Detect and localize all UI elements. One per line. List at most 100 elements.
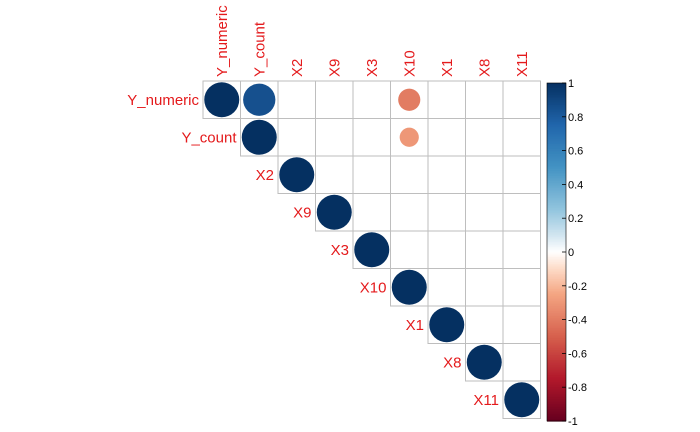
colorbar-segment: [547, 191, 566, 194]
colorbar-segment: [547, 209, 566, 213]
colorbar-segment: [547, 126, 566, 130]
colorbar-segment: [547, 83, 566, 86]
colorbar-segment: [547, 99, 566, 103]
corr-circle-X9-X9: [316, 194, 352, 230]
colorbar-segment: [547, 221, 566, 224]
colorbar-segment: [547, 177, 566, 180]
colorbar-segment: [547, 245, 566, 248]
colorbar-segment: [547, 137, 566, 140]
colorbar-segment: [547, 399, 566, 402]
colorbar-segment: [547, 108, 566, 111]
colorbar-tick-label: 0.8: [568, 112, 583, 124]
colorbar-segment: [547, 157, 566, 160]
colorbar-segment: [547, 155, 566, 158]
colorbar-segment: [547, 294, 566, 297]
colorbar-segment: [547, 94, 566, 98]
colorbar-segment: [547, 235, 566, 238]
colorbar-segment: [547, 302, 566, 305]
column-label-X10: X10: [401, 50, 418, 77]
colorbar-segment: [547, 375, 566, 378]
colorbar-segment: [547, 280, 566, 284]
colorbar-segment: [547, 388, 566, 392]
colorbar-segment: [547, 189, 566, 192]
corr-circle-Y_count-Y_count: [241, 119, 277, 155]
colorbar-segment: [547, 324, 566, 327]
column-label-X1: X1: [439, 59, 456, 77]
colorbar-segment: [547, 138, 566, 142]
colorbar-segment: [547, 147, 566, 150]
grid-cell-X9-X10: [390, 193, 429, 232]
colorbar-segment: [547, 201, 566, 204]
colorbar-segment: [547, 257, 566, 260]
grid: [202, 80, 541, 419]
colorbar-segment: [547, 153, 566, 157]
grid-cell-Y_numeric-X2: [277, 80, 316, 119]
colorbar-segment: [547, 385, 566, 388]
colorbar-segment: [547, 273, 566, 277]
colorbar-segment: [547, 252, 566, 255]
colorbar-segment: [547, 118, 566, 121]
colorbar-tick-label: 0.2: [568, 213, 583, 225]
grid-cell-X10-X1: [427, 268, 466, 307]
grid-cell-X9-X11: [502, 193, 541, 232]
colorbar-segment: [547, 238, 566, 241]
colorbar-segment: [547, 265, 566, 268]
colorbar-segment: [547, 133, 566, 136]
colorbar-segment: [547, 211, 566, 214]
colorbar-segment: [547, 216, 566, 219]
colorbar-segment: [547, 111, 566, 115]
colorbar-segment: [547, 84, 566, 87]
colorbar-segment: [547, 328, 566, 331]
grid-cell-Y_numeric-X3: [352, 80, 391, 119]
colorbar-segment: [547, 231, 566, 235]
column-label-Y_count: Y_count: [251, 21, 268, 77]
colorbar-segment: [547, 267, 566, 270]
colorbar-tick-label: -0.8: [568, 382, 587, 394]
colorbar-segment: [547, 366, 566, 370]
colorbar-segment: [547, 248, 566, 251]
colorbar-segment: [547, 410, 566, 414]
colorbar-segment: [547, 393, 566, 397]
colorbar-segment: [547, 279, 566, 282]
grid-cell-Y_count-X3: [352, 118, 391, 157]
colorbar-segment: [547, 292, 566, 295]
colorbar-segment: [547, 338, 566, 341]
grid-cell-Y_numeric-X9: [315, 80, 354, 119]
colorbar-tick-label: 1: [568, 78, 574, 90]
colorbar-segment: [547, 148, 566, 152]
grid-cell-X9-X3: [352, 193, 391, 232]
colorbar-segment: [547, 287, 566, 290]
grid-cell-Y_count-X1: [427, 118, 466, 157]
variable-labels: Y_numeric Y_count X2 X9 X3 X10 X1 X8 X11 Y_numeri…: [127, 5, 530, 409]
colorbar-segment: [547, 262, 566, 265]
colorbar-segment: [547, 395, 566, 398]
colorbar-segment: [547, 368, 566, 371]
colorbar-segment: [547, 387, 566, 390]
colorbar-segment: [547, 363, 566, 366]
colorbar-segment: [547, 409, 566, 412]
colorbar-segment: [547, 169, 566, 172]
colorbar-segment: [547, 306, 566, 309]
colorbar-segment: [547, 159, 566, 162]
colorbar-segment: [547, 373, 566, 376]
corr-circle-X3-X3: [354, 232, 390, 268]
colorbar-segment: [547, 277, 566, 280]
colorbar-segment: [547, 143, 566, 147]
colorbar-segment: [547, 197, 566, 201]
colorbar-segment: [547, 204, 566, 207]
row-label-Y_numeric: Y_numeric: [127, 92, 199, 109]
colorbar-segment: [547, 370, 566, 373]
colorbar-segment: [547, 350, 566, 353]
colorbar-segment: [547, 414, 566, 417]
corr-circle-Y_numeric-X10: [398, 88, 421, 111]
row-label-X11: X11: [473, 392, 499, 409]
column-label-X3: X3: [364, 59, 381, 77]
colorbar-segment: [547, 334, 566, 338]
colorbar-segment: [547, 104, 566, 108]
colorbar-segment: [547, 371, 566, 375]
row-label-X8: X8: [443, 354, 461, 371]
colorbar-segment: [547, 214, 566, 218]
grid-cell-X10-X11: [502, 268, 541, 307]
colorbar-segment: [547, 383, 566, 387]
colorbar-segment: [547, 253, 566, 256]
